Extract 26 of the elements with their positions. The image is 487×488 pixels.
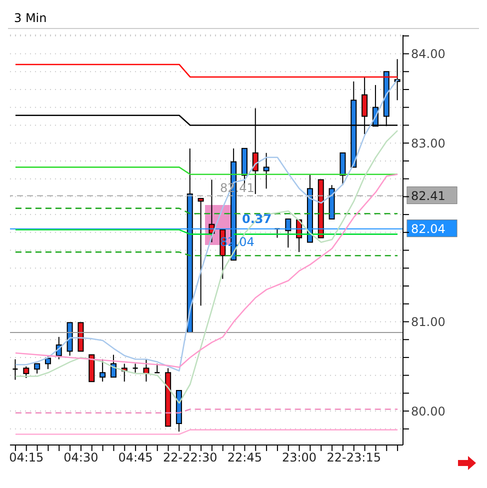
x-tick-label: 22-23:15 [326, 450, 381, 465]
candlestick [23, 366, 30, 379]
x-tick-label: 04:15 [9, 450, 44, 465]
candlestick [285, 218, 292, 248]
candlestick [394, 58, 400, 101]
candlestick [34, 363, 40, 374]
y-tick-label: 81.00 [411, 314, 446, 329]
chart-title: 3 Min [8, 8, 479, 29]
candlestick [263, 152, 270, 190]
candlestick [110, 354, 116, 378]
x-tick-label: 04:45 [118, 450, 153, 465]
x-tick-label: 04:30 [64, 450, 98, 465]
candlestick [100, 358, 106, 382]
y-tick-label: 80.00 [411, 404, 446, 418]
annotation: 0.37 [242, 212, 272, 226]
ref-line-label: 82.41 [411, 188, 446, 203]
candlestick [198, 198, 204, 306]
y-tick-label: 84.00 [411, 47, 446, 62]
y-tick-label: 83.00 [411, 136, 446, 150]
x-tick-label: 22-22:30 [163, 450, 218, 465]
candlestick [340, 152, 346, 186]
ref-line-label: 82.04 [411, 222, 446, 236]
line-series [14, 174, 398, 368]
line-series [14, 130, 398, 404]
x-tick-label: 23:00 [282, 450, 317, 465]
x-tick-label: 22:45 [227, 450, 262, 465]
